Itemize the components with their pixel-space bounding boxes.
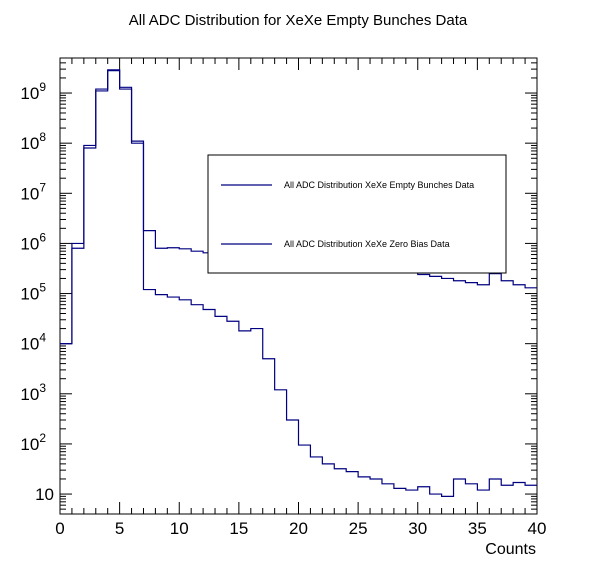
y-axis: 10 102 103 104 105 106 107 108 109 xyxy=(20,57,537,515)
y-tick-label: 109 xyxy=(20,80,46,103)
legend-label-empty-bunches: All ADC Distribution XeXe Empty Bunches … xyxy=(284,180,474,190)
x-tick-label: 35 xyxy=(468,519,487,538)
y-tick-label: 105 xyxy=(20,281,46,304)
x-tick-label: 0 xyxy=(55,519,64,538)
y-tick-label: 104 xyxy=(20,331,46,354)
x-tick-label: 30 xyxy=(408,519,427,538)
x-axis-label: Counts xyxy=(485,541,536,558)
y-tick-label: 108 xyxy=(20,130,46,153)
y-tick-label: 10 xyxy=(35,485,54,504)
chart-title: All ADC Distribution for XeXe Empty Bunc… xyxy=(129,12,468,29)
x-tick-label: 20 xyxy=(289,519,308,538)
series-layer xyxy=(60,69,537,497)
legend-label-zero-bias: All ADC Distribution XeXe Zero Bias Data xyxy=(284,239,450,249)
x-tick-label: 15 xyxy=(229,519,248,538)
y-tick-label: 107 xyxy=(20,180,46,203)
x-tick-label: 25 xyxy=(349,519,368,538)
y-tick-label: 102 xyxy=(20,431,46,454)
x-tick-label: 40 xyxy=(528,519,547,538)
x-tick-label: 5 xyxy=(115,519,124,538)
x-axis: 0 5 10 15 20 25 30 35 40 xyxy=(55,58,546,538)
x-tick-label: 10 xyxy=(170,519,189,538)
y-tick-label: 103 xyxy=(20,381,46,404)
legend-box xyxy=(207,154,507,274)
legend: All ADC Distribution XeXe Empty Bunches … xyxy=(207,154,507,274)
y-tick-label: 106 xyxy=(20,230,46,253)
